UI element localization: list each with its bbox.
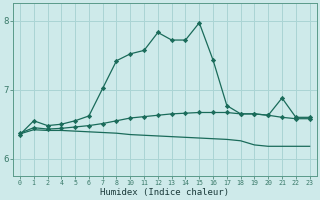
X-axis label: Humidex (Indice chaleur): Humidex (Indice chaleur) xyxy=(100,188,229,197)
